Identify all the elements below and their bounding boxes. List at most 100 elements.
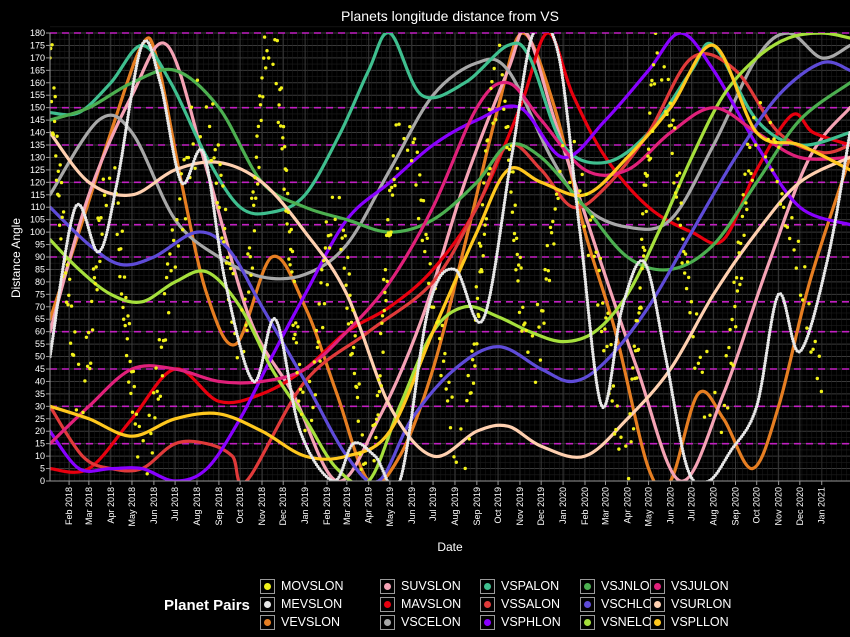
- data-point: [747, 169, 751, 173]
- data-point: [789, 329, 793, 333]
- data-point: [682, 249, 686, 254]
- data-point: [661, 342, 665, 346]
- data-point: [221, 271, 226, 275]
- data-point: [58, 283, 63, 287]
- data-point: [733, 304, 737, 309]
- x-tick-label: Apr 2020: [622, 487, 632, 524]
- data-point: [783, 301, 787, 305]
- data-point: [355, 395, 360, 400]
- data-point: [415, 150, 419, 154]
- data-point: [198, 135, 202, 139]
- data-point: [333, 217, 337, 222]
- data-point: [672, 400, 676, 405]
- legend-item-vschlon: VSCHLON: [580, 596, 661, 612]
- data-point: [831, 231, 835, 235]
- data-point: [587, 313, 591, 318]
- data-point: [282, 348, 286, 352]
- data-point: [237, 339, 241, 343]
- data-point: [411, 408, 415, 412]
- data-point: [171, 150, 175, 154]
- data-point: [619, 312, 623, 316]
- x-tick-label: Mar 2019: [342, 487, 352, 525]
- data-point: [505, 180, 510, 184]
- data-point: [223, 278, 227, 282]
- data-point: [211, 201, 215, 205]
- data-point: [551, 33, 555, 37]
- data-point: [827, 251, 831, 255]
- x-tick-label: Nov 2020: [774, 487, 784, 526]
- data-point: [509, 159, 513, 163]
- data-point: [418, 356, 422, 360]
- data-point: [791, 339, 795, 343]
- data-point: [822, 274, 826, 278]
- data-point: [459, 427, 463, 431]
- data-point: [66, 236, 70, 240]
- data-point: [653, 298, 657, 302]
- data-point: [164, 111, 169, 115]
- data-point: [477, 241, 482, 245]
- data-point: [832, 228, 836, 232]
- data-point: [298, 430, 302, 434]
- legend-swatch: [380, 614, 395, 630]
- legend-label: VSCELON: [401, 615, 461, 629]
- data-point: [267, 56, 271, 60]
- data-point: [666, 77, 670, 82]
- data-point: [445, 399, 450, 403]
- data-point: [157, 78, 162, 82]
- data-point: [58, 288, 62, 292]
- data-point: [489, 288, 493, 292]
- data-point: [150, 451, 154, 455]
- data-point: [769, 320, 774, 324]
- data-point: [344, 456, 348, 460]
- data-point: [564, 104, 568, 108]
- data-point: [606, 391, 611, 396]
- data-point: [68, 226, 72, 230]
- data-point: [211, 199, 215, 203]
- data-point: [160, 374, 165, 378]
- data-point: [575, 207, 580, 212]
- data-point: [770, 318, 774, 322]
- data-point: [86, 223, 90, 227]
- data-point: [301, 390, 305, 394]
- data-point: [427, 302, 431, 306]
- data-point: [64, 300, 69, 304]
- data-point: [107, 176, 112, 180]
- data-point: [464, 290, 468, 294]
- data-point: [447, 380, 451, 384]
- data-point: [156, 73, 160, 77]
- data-point: [735, 289, 740, 293]
- data-point: [163, 104, 167, 108]
- data-point: [126, 115, 130, 119]
- data-point: [127, 321, 132, 326]
- data-point: [216, 237, 220, 241]
- data-point: [643, 248, 647, 252]
- data-point: [673, 406, 677, 410]
- data-point: [66, 303, 70, 307]
- data-point: [612, 358, 616, 362]
- data-point: [348, 293, 352, 297]
- data-point: [188, 169, 193, 173]
- data-point: [281, 343, 285, 347]
- data-point: [410, 413, 414, 417]
- data-point: [122, 141, 126, 145]
- data-point: [598, 398, 602, 403]
- data-point: [279, 336, 284, 340]
- data-point: [798, 293, 803, 297]
- data-point: [377, 378, 381, 382]
- data-point: [276, 120, 280, 125]
- data-point: [305, 447, 310, 451]
- data-point: [416, 216, 421, 221]
- data-point: [134, 66, 138, 71]
- data-point: [546, 269, 550, 273]
- data-point: [164, 109, 168, 113]
- data-point: [837, 195, 842, 199]
- data-point: [291, 402, 296, 406]
- data-point: [411, 140, 415, 145]
- data-point: [287, 230, 292, 234]
- data-point: [150, 48, 154, 52]
- data-point: [628, 412, 632, 416]
- data-point: [578, 189, 582, 193]
- data-point: [515, 121, 519, 125]
- x-tick-label: Dec 2018: [278, 487, 288, 526]
- data-point: [626, 476, 631, 481]
